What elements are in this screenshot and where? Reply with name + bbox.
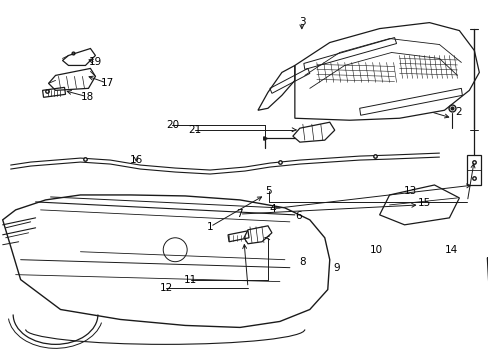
Text: 6: 6 (294, 211, 301, 221)
Text: 3: 3 (298, 17, 305, 27)
Text: 19: 19 (89, 57, 102, 67)
Text: 21: 21 (188, 125, 201, 135)
Text: 14: 14 (444, 245, 457, 255)
Text: 18: 18 (81, 92, 94, 102)
Text: 11: 11 (184, 275, 197, 285)
Text: 2: 2 (455, 107, 462, 117)
Text: 10: 10 (369, 245, 382, 255)
Text: 4: 4 (269, 204, 276, 214)
Text: 16: 16 (129, 155, 142, 165)
Text: 8: 8 (299, 257, 305, 267)
Text: 15: 15 (416, 198, 430, 208)
Text: 12: 12 (160, 283, 173, 293)
Text: 7: 7 (236, 209, 243, 219)
Text: 17: 17 (100, 78, 113, 88)
Text: 1: 1 (206, 222, 213, 231)
Text: 20: 20 (165, 121, 179, 130)
Text: 9: 9 (333, 263, 340, 273)
Text: 13: 13 (403, 186, 416, 196)
Text: 5: 5 (265, 186, 272, 196)
